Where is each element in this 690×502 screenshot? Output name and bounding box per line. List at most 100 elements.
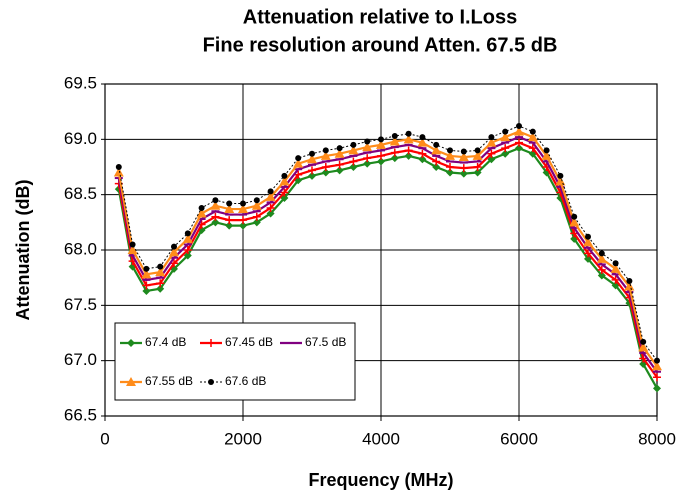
marker bbox=[472, 150, 483, 160]
marker bbox=[281, 172, 288, 179]
marker bbox=[322, 147, 329, 154]
marker bbox=[527, 132, 538, 142]
marker bbox=[474, 147, 481, 154]
marker bbox=[279, 176, 290, 186]
marker bbox=[488, 134, 495, 141]
marker bbox=[238, 204, 248, 214]
x-tick-label: 6000 bbox=[500, 429, 538, 448]
marker bbox=[211, 212, 220, 221]
marker bbox=[500, 132, 511, 142]
x-tick-label: 2000 bbox=[224, 429, 262, 448]
marker bbox=[196, 208, 207, 218]
marker bbox=[501, 144, 510, 153]
marker bbox=[404, 151, 413, 160]
chart-title: Attenuation relative to I.Loss bbox=[243, 6, 517, 28]
marker bbox=[349, 163, 358, 171]
marker bbox=[473, 163, 482, 171]
series-line bbox=[117, 147, 658, 389]
plot-border bbox=[104, 83, 658, 417]
marker bbox=[183, 246, 192, 254]
marker bbox=[376, 139, 386, 149]
marker bbox=[418, 149, 427, 158]
marker bbox=[224, 204, 235, 214]
series-line bbox=[117, 135, 658, 373]
marker bbox=[557, 172, 564, 179]
marker bbox=[115, 164, 122, 170]
marker bbox=[126, 377, 136, 386]
marker bbox=[127, 339, 135, 347]
marker bbox=[156, 279, 165, 288]
legend-label: 67.4 dB bbox=[145, 335, 186, 349]
marker bbox=[157, 263, 164, 270]
marker bbox=[239, 221, 247, 230]
marker bbox=[640, 338, 647, 345]
marker bbox=[267, 188, 274, 195]
x-tick-label: 4000 bbox=[362, 429, 400, 448]
series-line bbox=[117, 141, 658, 378]
marker bbox=[321, 163, 330, 171]
marker bbox=[638, 342, 649, 352]
marker bbox=[610, 263, 621, 273]
marker bbox=[364, 138, 371, 145]
chart-subtitle: Fine resolution around Atten. 67.5 dB bbox=[203, 34, 558, 56]
marker bbox=[528, 144, 537, 153]
marker bbox=[390, 148, 399, 157]
marker bbox=[458, 152, 469, 162]
marker bbox=[459, 164, 468, 173]
marker bbox=[653, 384, 661, 393]
marker bbox=[155, 267, 166, 277]
marker bbox=[308, 166, 316, 175]
marker bbox=[626, 277, 633, 284]
marker bbox=[596, 253, 607, 263]
marker bbox=[639, 354, 648, 363]
marker bbox=[280, 188, 289, 197]
marker bbox=[391, 133, 398, 140]
marker bbox=[225, 216, 234, 225]
marker bbox=[321, 168, 330, 177]
marker bbox=[129, 241, 136, 248]
marker bbox=[240, 200, 246, 207]
legend-box bbox=[114, 322, 356, 401]
y-axis-title: Attenuation (dB) bbox=[13, 180, 33, 321]
marker bbox=[446, 163, 454, 171]
y-tick-label: 68.5 bbox=[64, 184, 97, 203]
marker bbox=[486, 137, 497, 147]
marker bbox=[611, 275, 620, 284]
marker bbox=[309, 150, 315, 157]
y-tick-label: 66.5 bbox=[64, 405, 97, 424]
y-tick-label: 69.5 bbox=[64, 73, 97, 92]
marker bbox=[447, 147, 453, 154]
marker bbox=[377, 157, 385, 166]
marker bbox=[334, 148, 345, 158]
marker bbox=[307, 154, 317, 164]
marker bbox=[432, 163, 441, 171]
x-tick-label: 0 bbox=[100, 429, 109, 448]
marker bbox=[569, 217, 580, 227]
marker bbox=[207, 339, 215, 347]
marker bbox=[502, 128, 509, 135]
marker bbox=[515, 138, 523, 147]
marker bbox=[612, 260, 619, 267]
marker bbox=[487, 149, 496, 158]
marker bbox=[584, 249, 592, 258]
marker bbox=[405, 130, 412, 137]
x-tick-label: 8000 bbox=[638, 429, 676, 448]
legend: 67.4 dB 67.45 dB 67.5 dB 67.55 dB 67.6 dB bbox=[114, 322, 356, 401]
marker bbox=[597, 265, 606, 274]
marker bbox=[156, 284, 165, 293]
marker bbox=[417, 137, 428, 147]
marker bbox=[182, 233, 193, 243]
marker bbox=[335, 166, 344, 175]
y-tick-label: 67.0 bbox=[64, 350, 97, 369]
marker bbox=[431, 145, 442, 155]
marker bbox=[514, 126, 524, 136]
legend-label: 67.5 dB bbox=[305, 335, 346, 349]
marker bbox=[295, 155, 302, 162]
marker bbox=[208, 379, 214, 385]
marker bbox=[169, 247, 179, 257]
marker bbox=[252, 212, 261, 221]
series-line bbox=[117, 130, 658, 367]
legend-label: 67.55 dB bbox=[145, 374, 193, 388]
marker bbox=[363, 159, 372, 168]
